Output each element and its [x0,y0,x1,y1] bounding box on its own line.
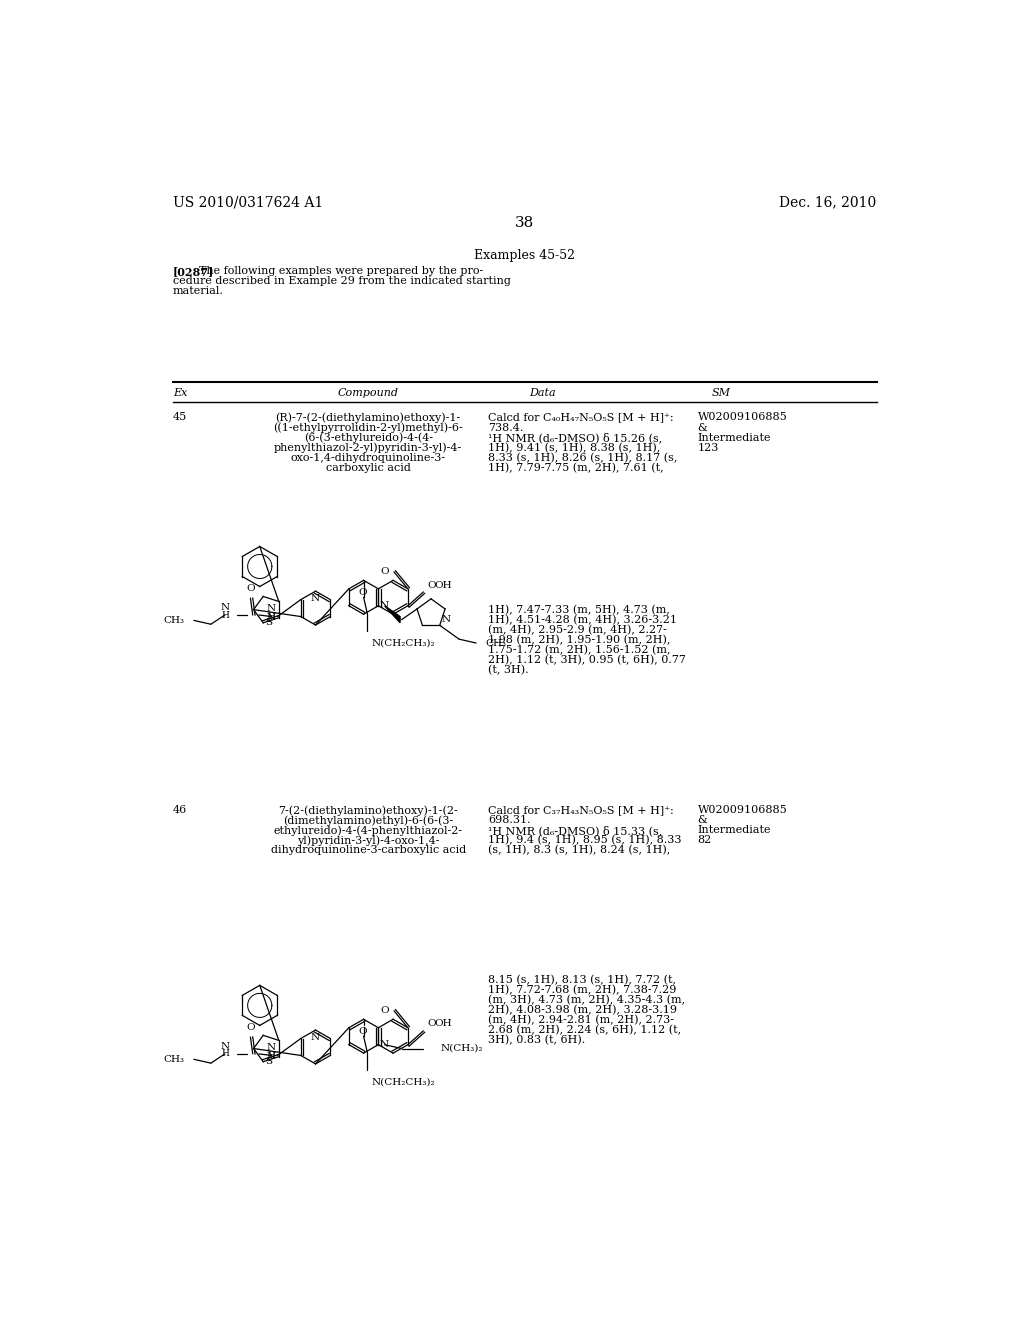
Text: O: O [380,566,388,576]
Text: N(CH₂CH₃)₂: N(CH₂CH₃)₂ [372,1077,435,1086]
Text: N: N [220,603,229,611]
Text: Compound: Compound [338,388,398,397]
Text: 45: 45 [173,412,187,422]
Text: O: O [380,1006,388,1015]
Text: [0287]: [0287] [173,267,214,277]
Text: N: N [311,594,321,603]
Text: Examples 45-52: Examples 45-52 [474,249,575,263]
Text: 123: 123 [697,442,719,453]
Text: W02009106885: W02009106885 [697,805,787,816]
Text: 1H), 7.72-7.68 (m, 2H), 7.38-7.29: 1H), 7.72-7.68 (m, 2H), 7.38-7.29 [488,985,677,995]
Text: N: N [220,1041,229,1051]
Text: 2H), 4.08-3.98 (m, 2H), 3.28-3.19: 2H), 4.08-3.98 (m, 2H), 3.28-3.19 [488,1005,677,1015]
Text: CH₃: CH₃ [164,616,184,624]
Text: H: H [267,612,275,620]
Text: US 2010/0317624 A1: US 2010/0317624 A1 [173,195,324,210]
Text: (R)-7-(2-(diethylamino)ethoxy)-1-: (R)-7-(2-(diethylamino)ethoxy)-1- [275,412,461,424]
Text: (6-(3-ethylureido)-4-(4-: (6-(3-ethylureido)-4-(4- [304,433,433,444]
Text: O: O [246,1023,255,1032]
Text: SM: SM [712,388,730,397]
Text: N(CH₂CH₃)₂: N(CH₂CH₃)₂ [372,639,435,648]
Text: 46: 46 [173,805,187,816]
Text: N: N [266,1052,275,1061]
Text: OH: OH [434,581,452,590]
Text: 82: 82 [697,836,712,845]
Text: O: O [427,1019,436,1028]
Text: 2H), 1.12 (t, 3H), 0.95 (t, 6H), 0.77: 2H), 1.12 (t, 3H), 0.95 (t, 6H), 0.77 [488,655,686,665]
Text: The following examples were prepared by the pro-: The following examples were prepared by … [199,267,482,276]
Text: N: N [380,602,389,610]
Text: 38: 38 [515,216,535,230]
Text: ethylureido)-4-(4-phenylthiazol-2-: ethylureido)-4-(4-phenylthiazol-2- [273,825,463,836]
Text: N(CH₃)₂: N(CH₃)₂ [440,1044,483,1053]
Text: 1.75-1.72 (m, 2H), 1.56-1.52 (m,: 1.75-1.72 (m, 2H), 1.56-1.52 (m, [488,645,671,656]
Text: 698.31.: 698.31. [488,816,531,825]
Text: (m, 4H), 2.94-2.81 (m, 2H), 2.73-: (m, 4H), 2.94-2.81 (m, 2H), 2.73- [488,1015,675,1026]
Text: 2.68 (m, 2H), 2.24 (s, 6H), 1.12 (t,: 2.68 (m, 2H), 2.24 (s, 6H), 1.12 (t, [488,1024,682,1035]
Text: W02009106885: W02009106885 [697,412,787,422]
Text: (m, 4H), 2.95-2.9 (m, 4H), 2.27-: (m, 4H), 2.95-2.9 (m, 4H), 2.27- [488,626,668,635]
Text: 1H), 9.41 (s, 1H), 8.38 (s, 1H),: 1H), 9.41 (s, 1H), 8.38 (s, 1H), [488,442,660,453]
Text: O: O [358,589,368,597]
Text: N: N [266,614,275,622]
Text: Dec. 16, 2010: Dec. 16, 2010 [779,195,877,210]
Text: S: S [265,1057,272,1067]
Text: H: H [221,1049,229,1059]
Text: Calcd for C₃₇H₄₃N₅O₅S [M + H]⁺:: Calcd for C₃₇H₄₃N₅O₅S [M + H]⁺: [488,805,674,816]
Text: Calcd for C₄₀H₄₇N₅O₅S [M + H]⁺:: Calcd for C₄₀H₄₇N₅O₅S [M + H]⁺: [488,412,674,422]
Text: O: O [246,585,255,594]
Text: H: H [221,611,229,619]
Text: 8.15 (s, 1H), 8.13 (s, 1H), 7.72 (t,: 8.15 (s, 1H), 8.13 (s, 1H), 7.72 (t, [488,974,677,985]
Text: ¹H NMR (d₆-DMSO) δ 15.33 (s,: ¹H NMR (d₆-DMSO) δ 15.33 (s, [488,825,663,836]
Text: 1H), 7.47-7.33 (m, 5H), 4.73 (m,: 1H), 7.47-7.33 (m, 5H), 4.73 (m, [488,605,671,615]
Text: ((1-ethylpyrrolidin-2-yl)methyl)-6-: ((1-ethylpyrrolidin-2-yl)methyl)-6- [273,422,463,433]
Text: (s, 1H), 8.3 (s, 1H), 8.24 (s, 1H),: (s, 1H), 8.3 (s, 1H), 8.24 (s, 1H), [488,845,671,855]
Text: 1H), 9.4 (s, 1H), 8.95 (s, 1H), 8.33: 1H), 9.4 (s, 1H), 8.95 (s, 1H), 8.33 [488,836,682,846]
Text: O: O [358,1027,368,1036]
Text: &: & [697,816,708,825]
Text: N: N [380,1040,389,1049]
Text: (dimethylamino)ethyl)-6-(6-(3-: (dimethylamino)ethyl)-6-(6-(3- [283,816,454,826]
Text: ¹H NMR (d₆-DMSO) δ 15.26 (s,: ¹H NMR (d₆-DMSO) δ 15.26 (s, [488,433,663,444]
Text: (t, 3H).: (t, 3H). [488,665,529,676]
Text: N: N [266,605,275,614]
Text: (m, 3H), 4.73 (m, 2H), 4.35-4.3 (m,: (m, 3H), 4.73 (m, 2H), 4.35-4.3 (m, [488,995,685,1005]
Text: Intermediate: Intermediate [697,433,771,442]
Text: 738.4.: 738.4. [488,422,523,433]
Text: 1H), 4.51-4.28 (m, 4H), 3.26-3.21: 1H), 4.51-4.28 (m, 4H), 3.26-3.21 [488,615,677,626]
Text: Data: Data [529,388,556,397]
Text: CH₃: CH₃ [485,639,507,648]
Text: O: O [427,581,436,590]
Text: 7-(2-(diethylamino)ethoxy)-1-(2-: 7-(2-(diethylamino)ethoxy)-1-(2- [279,805,458,816]
Text: OH: OH [434,1019,452,1028]
Text: N: N [311,1034,321,1041]
Text: &: & [697,422,708,433]
Text: N: N [266,1043,275,1052]
Text: CH₃: CH₃ [164,1055,184,1064]
Text: H: H [267,1051,275,1060]
Text: N: N [441,615,451,624]
Text: oxo-1,4-dihydroquinoline-3-: oxo-1,4-dihydroquinoline-3- [291,453,445,462]
Text: carboxylic acid: carboxylic acid [326,462,411,473]
Text: Intermediate: Intermediate [697,825,771,836]
Text: yl)pyridin-3-yl)-4-oxo-1,4-: yl)pyridin-3-yl)-4-oxo-1,4- [297,836,439,846]
Text: 8.33 (s, 1H), 8.26 (s, 1H), 8.17 (s,: 8.33 (s, 1H), 8.26 (s, 1H), 8.17 (s, [488,453,678,463]
Text: phenylthiazol-2-yl)pyridin-3-yl)-4-: phenylthiazol-2-yl)pyridin-3-yl)-4- [274,442,463,453]
Text: Ex: Ex [173,388,187,397]
Text: 3H), 0.83 (t, 6H).: 3H), 0.83 (t, 6H). [488,1035,586,1045]
Text: material.: material. [173,286,224,296]
Text: dihydroquinoline-3-carboxylic acid: dihydroquinoline-3-carboxylic acid [270,845,466,855]
Polygon shape [385,606,400,623]
Text: cedure described in Example 29 from the indicated starting: cedure described in Example 29 from the … [173,276,511,286]
Text: 1H), 7.79-7.75 (m, 2H), 7.61 (t,: 1H), 7.79-7.75 (m, 2H), 7.61 (t, [488,462,664,473]
Text: S: S [265,618,272,627]
Text: 1.98 (m, 2H), 1.95-1.90 (m, 2H),: 1.98 (m, 2H), 1.95-1.90 (m, 2H), [488,635,671,645]
